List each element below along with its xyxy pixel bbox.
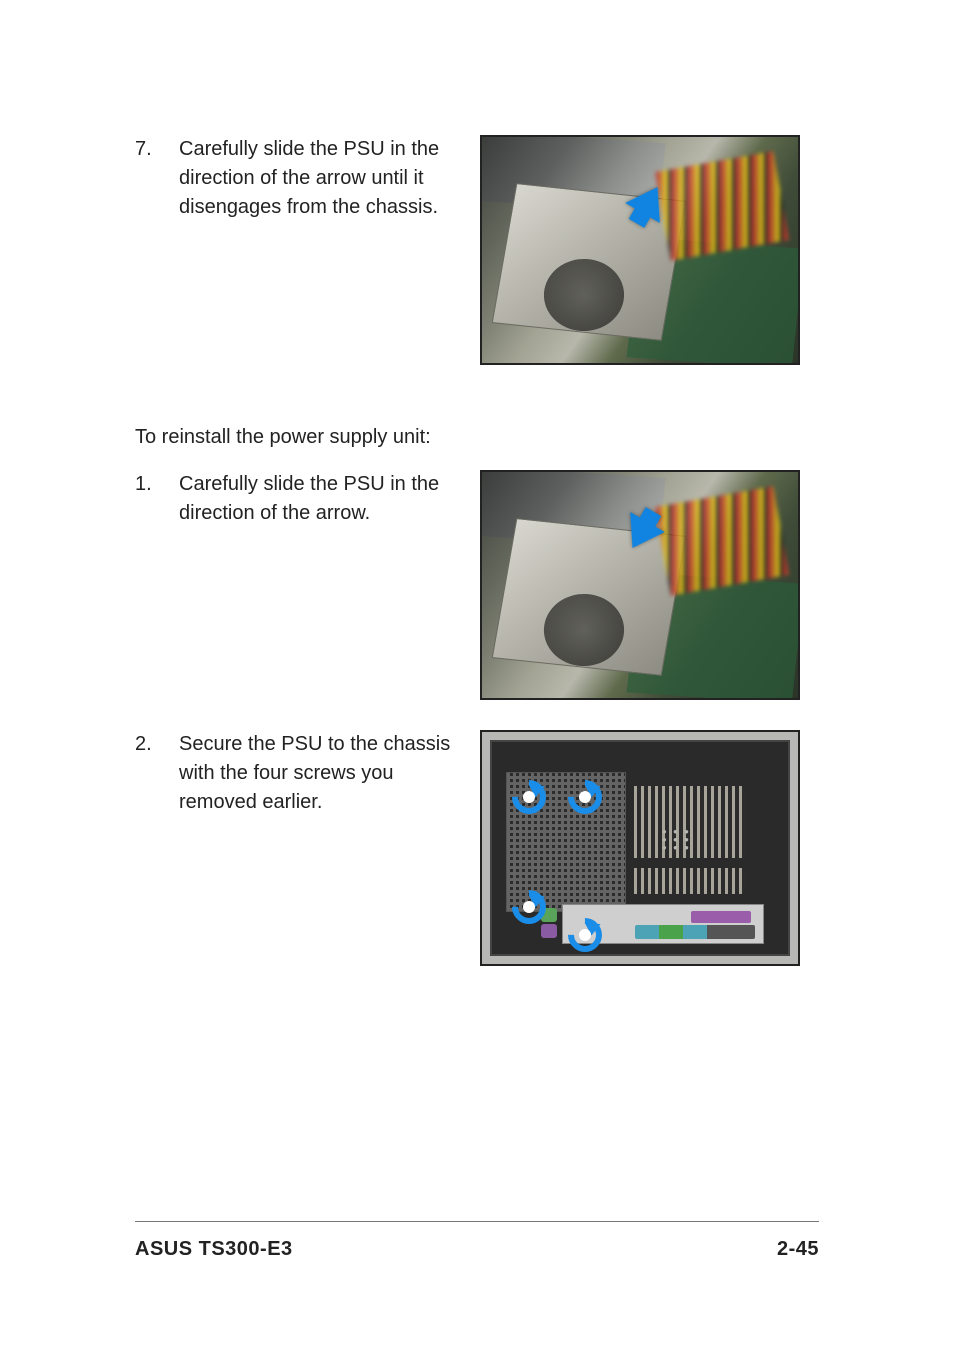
step-7-text: Carefully slide the PSU in the direction… bbox=[179, 135, 460, 222]
rear-vent-slots-2 bbox=[634, 868, 746, 894]
screw-marker-1 bbox=[512, 780, 546, 814]
step-1-number: 1. bbox=[135, 470, 179, 499]
step-7: 7. Carefully slide the PSU in the direct… bbox=[135, 135, 460, 222]
step-2-text-col: 2. Secure the PSU to the chassis with th… bbox=[135, 730, 480, 817]
step-1-text-col: 1. Carefully slide the PSU in the direct… bbox=[135, 470, 480, 528]
screw-marker-3 bbox=[512, 890, 546, 924]
footer-page-number: 2-45 bbox=[777, 1238, 819, 1261]
step-2-row: 2. Secure the PSU to the chassis with th… bbox=[135, 730, 819, 966]
step-1-image-col bbox=[480, 470, 819, 700]
step-7-number: 7. bbox=[135, 135, 179, 164]
step-1-text: Carefully slide the PSU in the direction… bbox=[179, 470, 460, 528]
step-1-row: 1. Carefully slide the PSU in the direct… bbox=[135, 470, 819, 700]
step-2-number: 2. bbox=[135, 730, 179, 759]
step-7-image-col bbox=[480, 135, 819, 365]
psu-install-photo bbox=[480, 470, 800, 700]
screw-marker-2 bbox=[568, 780, 602, 814]
step-2: 2. Secure the PSU to the chassis with th… bbox=[135, 730, 460, 817]
step-2-text: Secure the PSU to the chassis with the f… bbox=[179, 730, 460, 817]
step-7-text-col: 7. Carefully slide the PSU in the direct… bbox=[135, 135, 480, 222]
step-2-image-col: ● ● ●● ● ●● ● ● bbox=[480, 730, 819, 966]
manual-page: 7. Carefully slide the PSU in the direct… bbox=[0, 0, 954, 1351]
rear-panel-photo: ● ● ●● ● ●● ● ● bbox=[480, 730, 800, 966]
page-footer: ASUS TS300-E3 2-45 bbox=[135, 1221, 819, 1261]
reinstall-heading: To reinstall the power supply unit: bbox=[135, 423, 819, 452]
rear-small-holes: ● ● ●● ● ●● ● ● bbox=[662, 828, 712, 854]
step-7-row: 7. Carefully slide the PSU in the direct… bbox=[135, 135, 819, 365]
screw-marker-4 bbox=[568, 918, 602, 952]
step-1: 1. Carefully slide the PSU in the direct… bbox=[135, 470, 460, 528]
psu-remove-photo bbox=[480, 135, 800, 365]
footer-product: ASUS TS300-E3 bbox=[135, 1238, 293, 1261]
